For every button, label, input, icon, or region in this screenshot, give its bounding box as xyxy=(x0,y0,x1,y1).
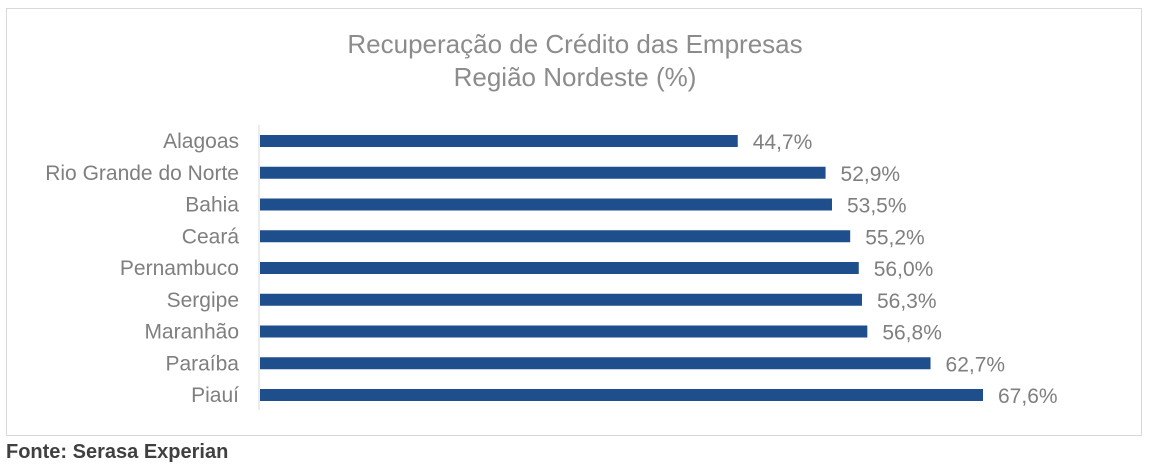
category-label: Maranhão xyxy=(144,321,239,344)
bar xyxy=(260,357,931,370)
bar xyxy=(260,325,868,338)
plot-area: Alagoas 44,7% Rio Grande do Norte 52,9% Bahi… xyxy=(45,125,1058,410)
data-label: 56,0% xyxy=(874,258,934,281)
data-label: 56,8% xyxy=(882,322,942,345)
category-label: Paraíba xyxy=(165,352,239,375)
bar xyxy=(260,389,983,401)
category-label: Sergipe xyxy=(167,289,239,312)
data-label: 53,5% xyxy=(847,195,907,218)
category-label: Rio Grande do Norte xyxy=(45,162,239,185)
category-label: Alagoas xyxy=(163,130,239,153)
data-label: 62,7% xyxy=(946,353,1006,376)
source-note: Fonte: Serasa Experian xyxy=(6,441,229,463)
chart-title-line-2: Região Nordeste (%) xyxy=(454,62,697,92)
category-label: Ceará xyxy=(182,225,240,248)
category-label: Bahia xyxy=(185,194,239,217)
category-label: Pernambuco xyxy=(120,257,239,280)
category-label: Piauí xyxy=(191,384,239,407)
chart-title-line-1: Recuperação de Crédito das Empresas xyxy=(347,29,802,59)
bar xyxy=(260,230,851,243)
data-label: 44,7% xyxy=(753,131,813,154)
bar xyxy=(260,166,826,179)
data-label: 67,6% xyxy=(998,385,1058,408)
bar xyxy=(260,262,859,274)
bar xyxy=(260,135,738,147)
bar xyxy=(260,198,832,211)
data-label: 52,9% xyxy=(841,163,901,186)
data-label: 55,2% xyxy=(865,226,925,249)
data-label: 56,3% xyxy=(877,290,937,313)
bar xyxy=(260,293,862,306)
